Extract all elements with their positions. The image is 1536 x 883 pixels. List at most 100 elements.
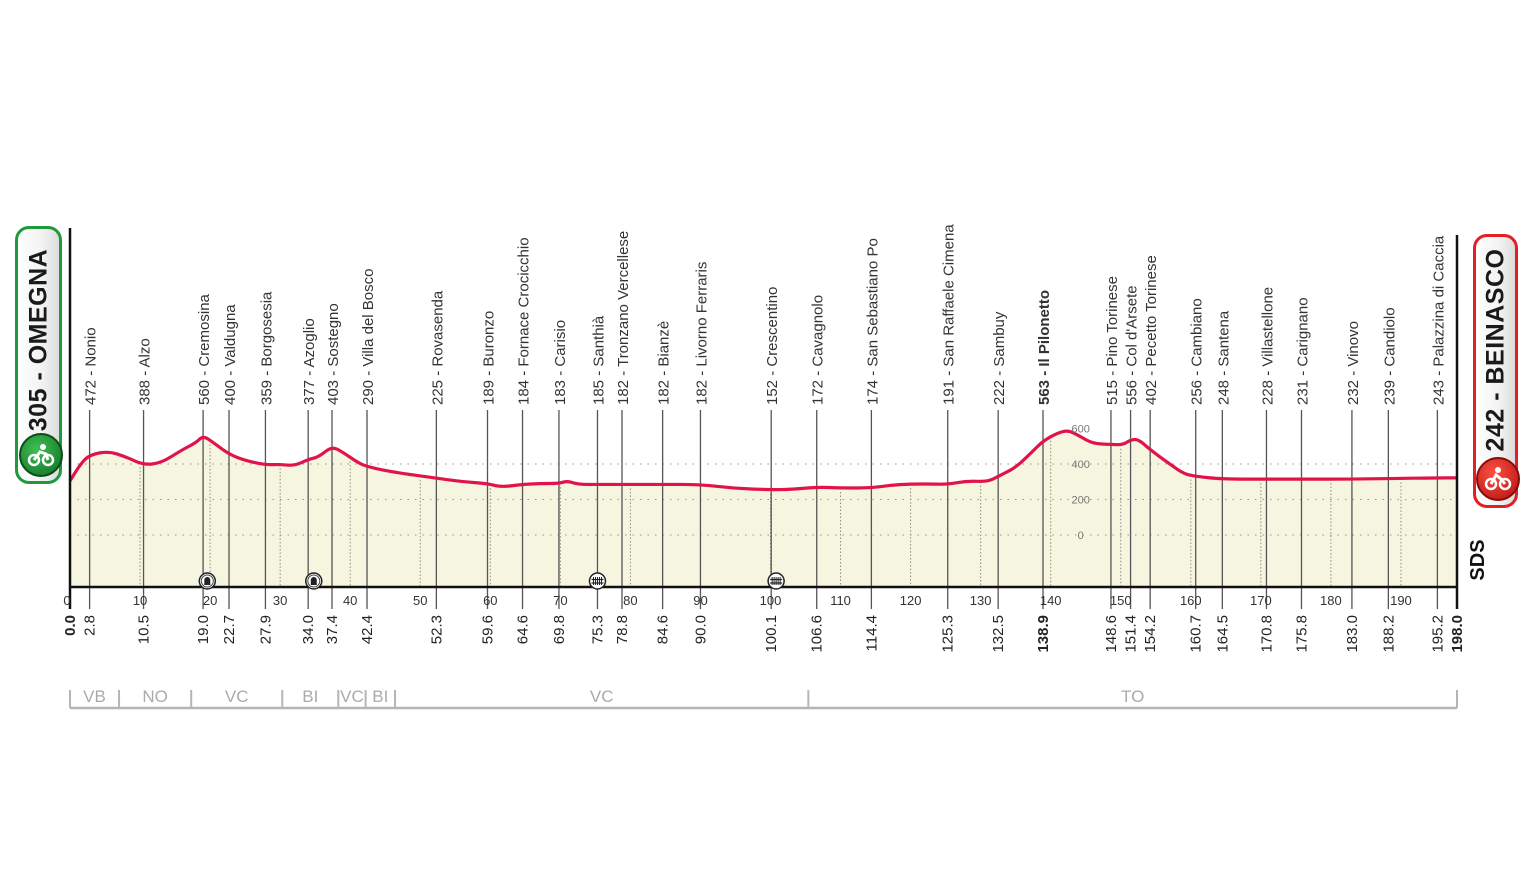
km-label: 69.8: [551, 615, 568, 644]
province-regions: VB NO VC BI VC BI VC TO: [69, 687, 1458, 710]
waypoint-label: 377 - Azoglio: [301, 318, 318, 405]
km-label: 22.7: [221, 615, 238, 644]
waypoint-label: 359 - Borgosesia: [258, 291, 275, 405]
waypoint-label: 472 - Nonio: [83, 327, 100, 405]
x-tick-label: 130: [970, 593, 992, 608]
km-label: 10.5: [136, 615, 153, 644]
finish-badge: 242 - BEINASCO: [1473, 234, 1520, 508]
start-badge: 305 - OMEGNA: [15, 226, 63, 484]
x-tick-label: 150: [1110, 593, 1132, 608]
x-tick-label: 190: [1390, 593, 1412, 608]
altitude-scale: 0 200 400 600: [1072, 424, 1090, 543]
x-tick-label: 170: [1250, 593, 1272, 608]
km-label: 188.2: [1380, 615, 1397, 653]
region-label: TO: [1121, 687, 1144, 706]
km-label: 64.6: [515, 615, 532, 644]
km-label: 160.7: [1188, 615, 1205, 653]
altitude-scale-label: 0: [1078, 530, 1084, 542]
altitude-gridlines: [70, 440, 1457, 587]
tunnel-icon: [198, 572, 217, 590]
region-label: VC: [340, 687, 364, 706]
x-tick-label: 180: [1320, 593, 1342, 608]
altitude-scale-label: 400: [1072, 459, 1090, 471]
x-tick-label: 20: [203, 593, 217, 608]
km-label: 84.6: [655, 615, 672, 644]
x-tick-label: 60: [483, 593, 497, 608]
km-label: 37.4: [324, 615, 341, 644]
km-label: 154.2: [1142, 615, 1159, 653]
x-tick-label: 40: [343, 593, 357, 608]
waypoint-label: 225 - Rovasenda: [429, 290, 446, 405]
km-label: 52.3: [428, 615, 445, 644]
km-label: 90.0: [692, 615, 709, 644]
x-tick-label: 160: [1180, 593, 1202, 608]
x-tick-label: 30: [273, 593, 287, 608]
waypoint-label: 183 - Carisio: [552, 320, 569, 405]
km-label: 148.6: [1103, 615, 1120, 653]
km-label: 164.5: [1214, 615, 1231, 653]
km-label: 27.9: [257, 615, 274, 644]
waypoint-label: 184 - Fornace Crocicchio: [516, 237, 533, 405]
waypoint-label: 182 - Bianzè: [656, 321, 673, 405]
profile-area: [70, 431, 1457, 587]
waypoint-label: 231 - Carignano: [1294, 297, 1311, 405]
x-tick-label: 70: [553, 593, 567, 608]
start-cyclist-icon: [18, 433, 63, 477]
region-label: VC: [590, 687, 614, 706]
waypoint-label: 243 - Palazzina di Caccia: [1430, 235, 1447, 405]
waypoint-label: 402 - Pecetto Torinese: [1143, 255, 1160, 405]
km-labels: 0.0 2.8 10.5 19.0 22.7 27.9 34.0 37.4 42.4 52.3 59…: [62, 615, 1466, 653]
region-label: VB: [83, 687, 106, 706]
tunnel-icon: [305, 572, 323, 590]
x-tick-label: 80: [623, 593, 637, 608]
finish-label: 242 - BEINASCO: [1481, 248, 1509, 451]
waypoint-label: 182 - Livorno Ferraris: [693, 262, 710, 405]
altitude-scale-label: 600: [1072, 424, 1090, 436]
route-icons: [198, 572, 785, 590]
waypoint-label: 563 - Il Pilonetto: [1036, 290, 1053, 405]
profile-line: [68, 429, 1457, 492]
km-label: 78.8: [614, 615, 631, 644]
km-label: 75.3: [589, 615, 606, 644]
waypoint-label: 191 - San Raffaele Cimena: [941, 224, 958, 405]
region-label: VC: [225, 687, 249, 706]
waypoint-label: 256 - Cambiano: [1189, 298, 1206, 405]
x-tick-label: 0: [63, 593, 70, 608]
km-label: 138.9: [1035, 615, 1052, 653]
km-label: 170.8: [1258, 615, 1275, 653]
waypoint-label: 189 - Buronzo: [481, 311, 498, 405]
waypoint-label: 232 - Vinovo: [1345, 321, 1362, 405]
km-label: 195.2: [1429, 615, 1446, 653]
km-label: 42.4: [359, 615, 376, 644]
km-label: 114.4: [863, 615, 880, 651]
waypoint-label: 403 - Sostegno: [325, 303, 342, 405]
x-tick-label: 50: [413, 593, 427, 608]
waypoint-label: 400 - Valdugna: [222, 304, 239, 405]
x-tick-label: 10: [133, 593, 147, 608]
waypoint-label: 182 - Tronzano Vercellese: [615, 231, 632, 405]
railway-crossing-icon: [767, 572, 785, 590]
km-label: 198.0: [1449, 615, 1466, 653]
waypoint-label: 515 - Pino Torinese: [1104, 276, 1121, 405]
region-label: NO: [142, 687, 168, 706]
x-tick-label: 110: [830, 593, 851, 608]
region-label: BI: [302, 687, 318, 706]
km-label: 106.6: [809, 615, 826, 653]
waypoint-label: 556 - Col d'Arsete: [1124, 285, 1141, 405]
km-label: 132.5: [990, 615, 1007, 653]
km-label: 59.6: [480, 615, 497, 644]
km-axis: 0 10 20 30 40 50 60 70 80 90 100 110 120 130 140 150 160…: [63, 228, 1459, 609]
km-label: 34.0: [300, 615, 317, 644]
km-label: 0.0: [62, 615, 79, 636]
sds-logo: SDS: [1467, 539, 1489, 580]
waypoint-label: 222 - Sambuy: [991, 311, 1008, 405]
km-label: 125.3: [940, 615, 957, 653]
start-label: 305 - OMEGNA: [24, 248, 52, 432]
waypoint-label: 248 - Santena: [1215, 310, 1232, 405]
waypoint-label: 174 - San Sebastiano Po: [864, 238, 881, 405]
km-label: 175.8: [1293, 615, 1310, 653]
profile-fill: [70, 431, 1457, 587]
waypoint-label: 290 - Villa del Bosco: [360, 269, 377, 405]
